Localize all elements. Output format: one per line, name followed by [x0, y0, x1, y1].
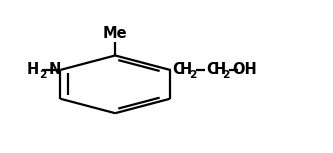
Text: H: H [213, 62, 226, 77]
Text: C: C [206, 62, 217, 77]
Text: OH: OH [232, 62, 257, 77]
Text: C: C [172, 62, 183, 77]
Text: 2: 2 [222, 70, 230, 80]
Text: H: H [26, 62, 39, 77]
Text: 2: 2 [39, 70, 46, 80]
Text: N: N [48, 62, 61, 77]
Text: 2: 2 [189, 70, 196, 80]
Text: H: H [180, 62, 192, 77]
Text: Me: Me [103, 26, 128, 41]
